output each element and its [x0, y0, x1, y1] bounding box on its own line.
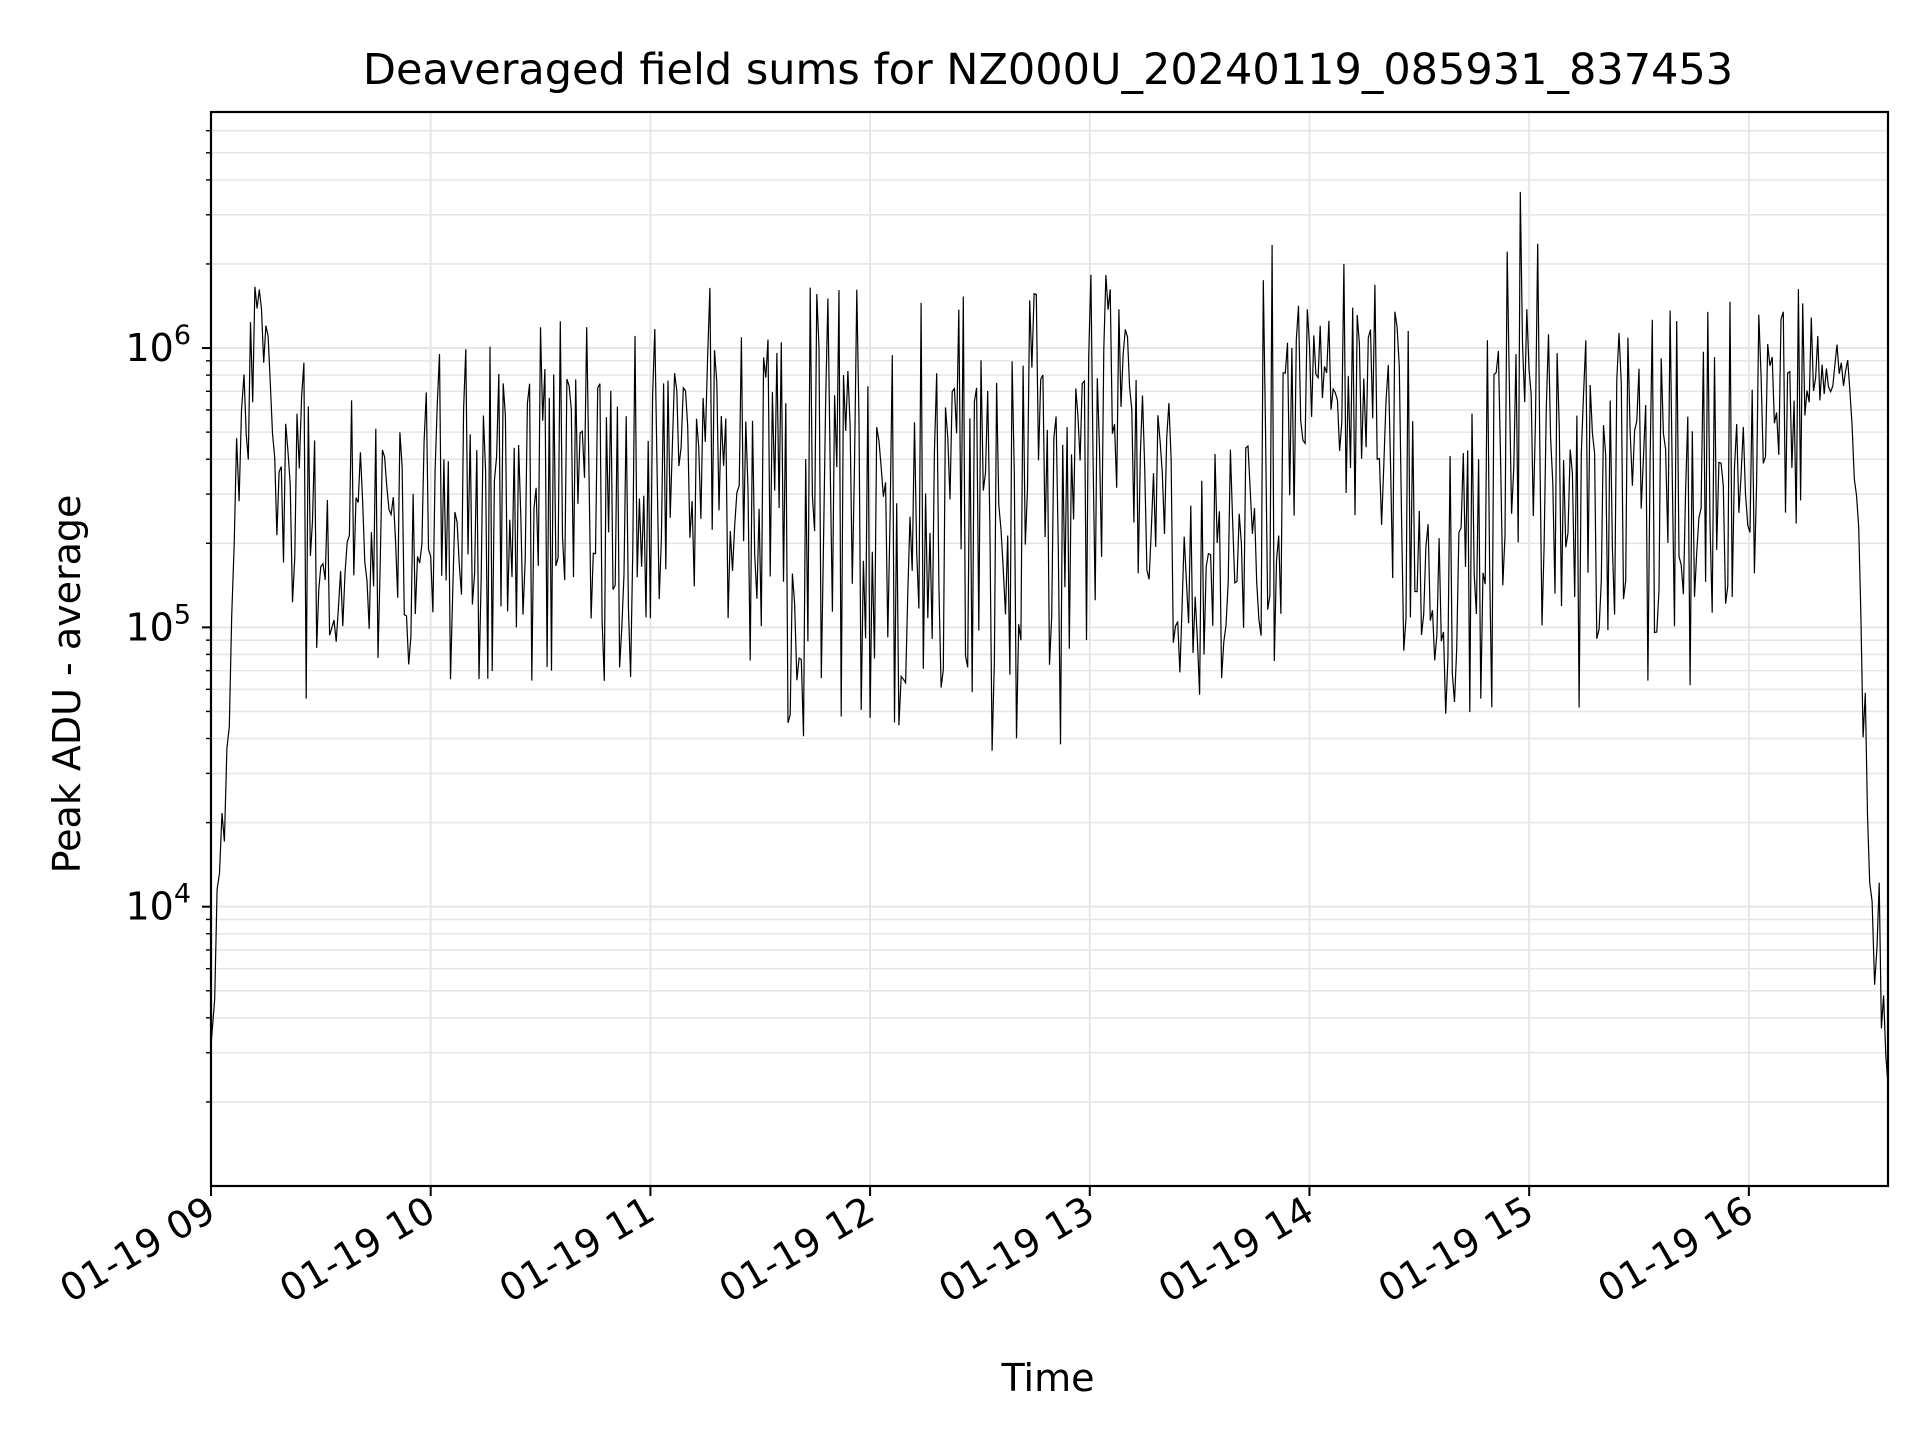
data-line-layer — [210, 191, 1889, 1086]
plot-frame — [209, 110, 1890, 1188]
grid-layer — [210, 112, 1888, 1186]
chart-title: Deaveraged field sums for NZ000U_2024011… — [363, 45, 1733, 95]
y-tick-label: 106 — [125, 320, 191, 370]
series-line — [210, 191, 1889, 1086]
y-tick-label: 104 — [125, 879, 191, 929]
y-axis-label: Peak ADU - average — [45, 495, 89, 874]
y-tick-label: 105 — [125, 599, 191, 649]
x-axis-label: Time — [1001, 1356, 1095, 1400]
